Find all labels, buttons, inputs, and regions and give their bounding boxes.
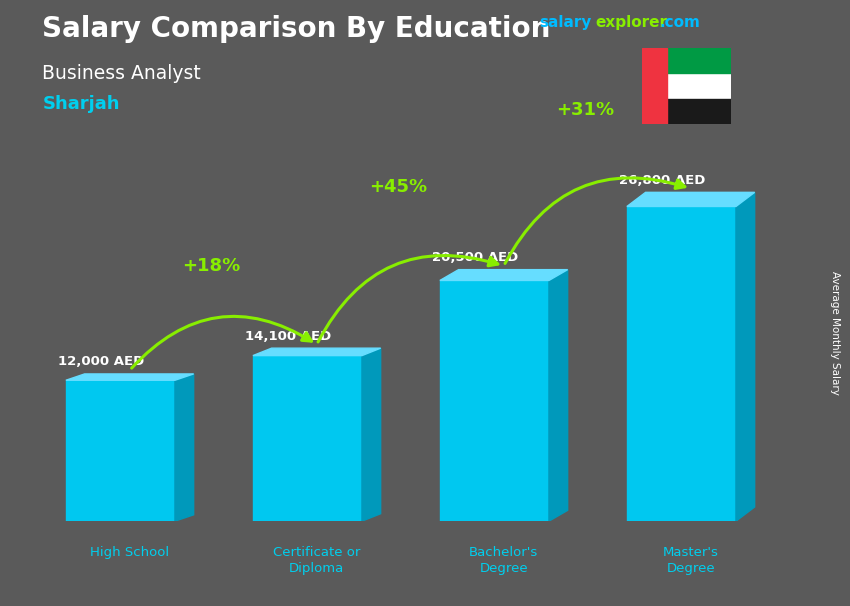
Polygon shape bbox=[175, 374, 194, 521]
Bar bbox=[642, 99, 731, 124]
Bar bbox=[253, 356, 362, 521]
Polygon shape bbox=[736, 192, 755, 521]
Bar bbox=[440, 281, 549, 521]
Text: +18%: +18% bbox=[182, 256, 240, 275]
Text: Master's
Degree: Master's Degree bbox=[663, 545, 719, 574]
Text: Business Analyst: Business Analyst bbox=[42, 64, 201, 82]
Text: 14,100 AED: 14,100 AED bbox=[245, 330, 332, 342]
Polygon shape bbox=[549, 270, 568, 521]
Text: +31%: +31% bbox=[556, 101, 614, 119]
Text: explorer: explorer bbox=[595, 15, 667, 30]
Polygon shape bbox=[362, 348, 381, 521]
Text: 12,000 AED: 12,000 AED bbox=[58, 355, 144, 368]
Bar bbox=[642, 48, 667, 124]
Text: .com: .com bbox=[660, 15, 700, 30]
Polygon shape bbox=[253, 348, 381, 356]
Text: Salary Comparison By Education: Salary Comparison By Education bbox=[42, 15, 551, 43]
Polygon shape bbox=[440, 270, 568, 281]
Text: +45%: +45% bbox=[369, 178, 427, 196]
Text: Average Monthly Salary: Average Monthly Salary bbox=[830, 271, 840, 395]
Text: salary: salary bbox=[540, 15, 592, 30]
Bar bbox=[642, 48, 731, 73]
Text: Bachelor's
Degree: Bachelor's Degree bbox=[469, 545, 538, 574]
Text: High School: High School bbox=[90, 545, 169, 559]
Text: 26,800 AED: 26,800 AED bbox=[619, 174, 706, 187]
Bar bbox=[626, 207, 736, 521]
Text: Certificate or
Diploma: Certificate or Diploma bbox=[273, 545, 360, 574]
Polygon shape bbox=[626, 192, 755, 207]
Polygon shape bbox=[66, 374, 194, 381]
Bar bbox=[66, 381, 175, 521]
Text: 20,500 AED: 20,500 AED bbox=[432, 251, 518, 264]
Text: Sharjah: Sharjah bbox=[42, 95, 120, 113]
